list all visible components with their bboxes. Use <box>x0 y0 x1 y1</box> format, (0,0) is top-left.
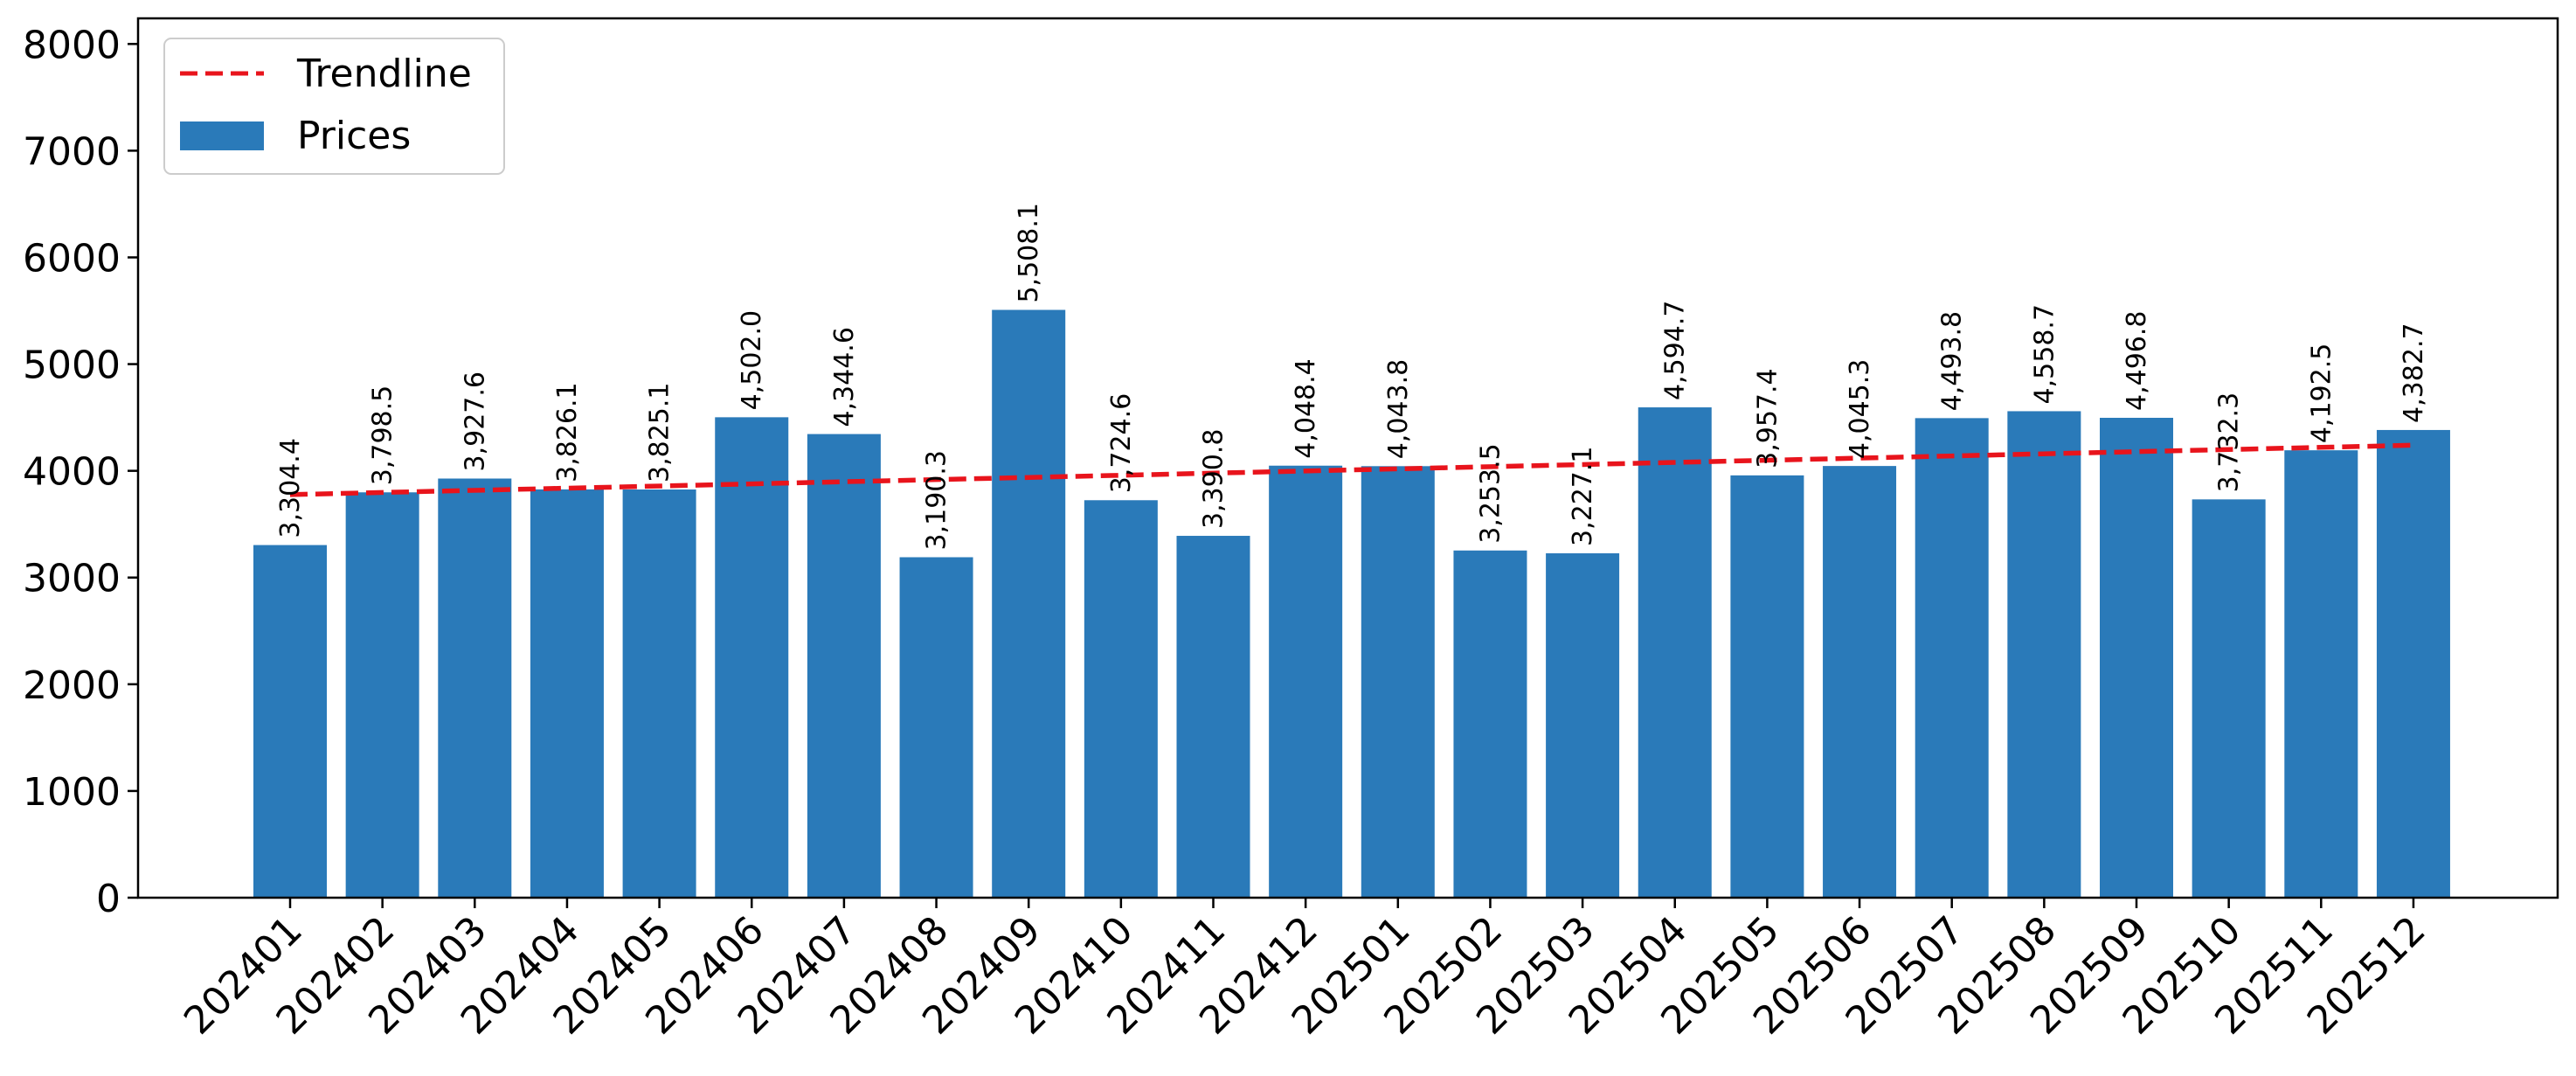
bar-202408 <box>899 557 973 898</box>
legend: Trendline Prices <box>163 38 505 175</box>
bar-202412 <box>1269 465 1343 898</box>
bar-label-202401: 3,304.4 <box>275 438 306 538</box>
bar-label-202506: 4,045.3 <box>1845 359 1875 460</box>
bar-202507 <box>1915 418 1989 898</box>
bar-202403 <box>438 478 512 898</box>
bar-202406 <box>715 417 789 898</box>
legend-prices-label: Prices <box>297 114 411 158</box>
bar-label-202508: 4,558.7 <box>2029 304 2060 405</box>
legend-prices-swatch <box>180 121 264 150</box>
bar-202508 <box>2007 411 2081 898</box>
bar-202404 <box>530 489 604 898</box>
bar-202411 <box>1176 536 1250 898</box>
bar-label-202406: 4,502.0 <box>737 310 767 411</box>
bar-label-202412: 4,048.4 <box>1291 358 1321 459</box>
y-tick-label-0: 0 <box>96 877 121 921</box>
bar-202502 <box>1453 550 1527 898</box>
bar-label-202410: 3,724.6 <box>1106 393 1137 494</box>
y-tick-label-8000: 8000 <box>23 23 121 67</box>
bar-label-202404: 3,826.1 <box>552 382 583 482</box>
bar-label-202512: 4,382.7 <box>2399 323 2429 423</box>
y-axis: 0 1000 2000 3000 4000 5000 6000 7000 8000 <box>23 23 138 921</box>
bar-202402 <box>345 492 419 898</box>
bar-label-202505: 3,957.4 <box>1752 368 1783 469</box>
y-tick-label-1000: 1000 <box>23 770 121 815</box>
y-tick-label-3000: 3000 <box>23 557 121 601</box>
bar-202510 <box>2192 499 2266 898</box>
bar-label-202503: 3,227.1 <box>1568 446 1598 546</box>
bar-202509 <box>2100 417 2173 899</box>
bar-202407 <box>807 434 881 898</box>
bar-202505 <box>1730 475 1804 898</box>
bar-label-202502: 3,253.5 <box>1475 443 1506 544</box>
bar-label-202511: 4,192.5 <box>2306 344 2337 444</box>
bar-label-202407: 4,344.6 <box>829 327 860 427</box>
y-tick-label-2000: 2000 <box>23 663 121 708</box>
bar-label-202403: 3,927.6 <box>460 371 490 472</box>
bar-label-202405: 3,825.1 <box>645 382 675 482</box>
bar-label-202507: 4,493.8 <box>1937 311 1968 412</box>
y-tick-label-7000: 7000 <box>23 129 121 174</box>
y-tick-label-6000: 6000 <box>23 236 121 281</box>
bar-202401 <box>253 545 327 898</box>
bar-label-202411: 3,390.8 <box>1199 429 1229 530</box>
bar-202503 <box>1546 553 1620 898</box>
bar-label-202510: 3,732.3 <box>2214 392 2245 493</box>
bar-202405 <box>622 489 696 898</box>
bar-label-202409: 5,508.1 <box>1014 203 1044 303</box>
bar-label-202504: 4,594.7 <box>1660 301 1691 401</box>
legend-trendline-label: Trendline <box>296 52 472 96</box>
bar-202504 <box>1638 407 1712 898</box>
bar-202511 <box>2284 450 2358 898</box>
bar-202512 <box>2376 429 2450 899</box>
bar-202501 <box>1361 466 1435 898</box>
bar-label-202408: 3,190.3 <box>922 450 952 551</box>
bar-202506 <box>1823 466 1897 898</box>
bar-label-202402: 3,798.5 <box>368 385 398 486</box>
bar-label-202509: 4,496.8 <box>2122 310 2152 411</box>
bar-label-202501: 4,043.8 <box>1383 359 1414 460</box>
y-tick-label-5000: 5000 <box>23 344 121 388</box>
bar-202409 <box>992 309 1066 898</box>
y-tick-label-4000: 4000 <box>23 450 121 495</box>
plot-frame <box>136 17 2559 899</box>
bars-group <box>253 309 2450 899</box>
bar-labels-group: 3,304.4 3,798.5 3,927.6 3,826.1 3,825.1 4,502… <box>275 203 2429 550</box>
bar-202410 <box>1084 500 1158 898</box>
